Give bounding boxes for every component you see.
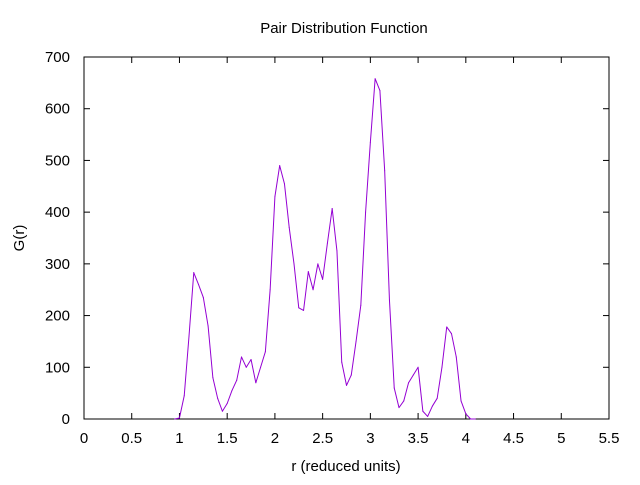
y-tick-label: 500	[45, 152, 70, 169]
data-point	[403, 400, 405, 402]
x-tick-label: 1.5	[217, 430, 238, 447]
data-point	[221, 410, 223, 412]
data-point	[422, 410, 424, 412]
y-tick-label: 100	[45, 359, 70, 376]
data-point	[303, 309, 305, 311]
data-point	[360, 304, 362, 306]
data-point	[427, 415, 429, 417]
data-point	[341, 361, 343, 363]
data-point	[431, 405, 433, 407]
y-tick-label: 700	[45, 49, 70, 66]
data-point	[393, 387, 395, 389]
data-point	[369, 141, 371, 143]
data-point	[470, 418, 472, 420]
data-point	[298, 307, 300, 309]
y-axis: 0 100 200 300 400 500 600 700	[45, 49, 609, 428]
data-point	[255, 382, 257, 384]
x-tick-label: 5	[557, 430, 565, 447]
data-point	[183, 395, 185, 397]
data-point	[279, 165, 281, 167]
y-tick-label: 0	[62, 411, 70, 428]
x-tick-label: 3.5	[408, 430, 429, 447]
data-point	[474, 418, 476, 420]
x-tick-label: 0.5	[121, 430, 142, 447]
data-point	[374, 78, 376, 80]
chart-title: Pair Distribution Function	[260, 20, 428, 37]
x-tick-label: 2.5	[312, 430, 333, 447]
data-point	[231, 390, 233, 392]
data-point	[388, 299, 390, 301]
data-point	[384, 170, 386, 172]
series-layer	[174, 78, 476, 420]
data-point	[451, 333, 452, 335]
data-point	[336, 250, 338, 252]
data-point	[178, 417, 180, 419]
data-point	[455, 356, 457, 358]
x-tick-label: 2	[271, 430, 279, 447]
data-point	[212, 377, 214, 379]
data-point	[446, 326, 448, 328]
data-point	[288, 227, 290, 229]
y-tick-label: 600	[45, 101, 70, 118]
data-point	[245, 366, 247, 368]
data-point	[241, 356, 242, 358]
data-point	[465, 413, 467, 415]
data-point	[417, 366, 419, 368]
x-axis: 0 0.5 1 1.5 2 2.5 3 3.5 4 4.5 5 5.5	[80, 57, 620, 447]
y-axis-label: G(r)	[11, 225, 28, 252]
y-tick-label: 300	[45, 256, 70, 273]
x-tick-label: 4	[462, 430, 470, 447]
data-point	[260, 366, 262, 368]
data-point	[274, 196, 276, 198]
x-tick-label: 1	[175, 430, 183, 447]
y-tick-label: 200	[45, 308, 70, 325]
data-point	[350, 374, 352, 376]
data-point	[293, 263, 295, 265]
data-point	[202, 296, 204, 298]
series-line	[174, 78, 476, 420]
data-point	[217, 397, 219, 399]
data-point	[307, 271, 309, 273]
x-tick-label: 4.5	[503, 430, 524, 447]
data-point	[283, 183, 285, 185]
data-point	[188, 335, 190, 337]
x-tick-label: 3	[366, 430, 374, 447]
data-point	[436, 397, 438, 399]
x-tick-label: 5.5	[599, 430, 620, 447]
data-point	[250, 359, 252, 361]
data-point	[355, 340, 357, 342]
data-point	[269, 289, 271, 291]
data-point	[460, 400, 462, 402]
data-point	[207, 325, 209, 327]
data-point	[331, 208, 333, 210]
data-point	[398, 407, 400, 409]
data-point	[379, 90, 381, 92]
data-point	[174, 418, 176, 420]
y-tick-label: 400	[45, 204, 70, 221]
data-point	[408, 382, 410, 384]
data-point	[322, 278, 324, 280]
data-point	[326, 242, 328, 244]
data-point	[264, 351, 266, 353]
data-point	[412, 374, 414, 376]
data-point	[317, 263, 319, 265]
x-tick-label: 0	[80, 430, 88, 447]
data-point	[226, 402, 228, 404]
data-point	[441, 366, 443, 368]
data-point	[365, 211, 367, 213]
x-axis-label: r (reduced units)	[291, 458, 400, 475]
data-point	[312, 289, 314, 291]
data-point	[236, 379, 238, 381]
data-point	[346, 384, 347, 386]
data-point	[198, 284, 200, 286]
data-point	[193, 272, 195, 274]
plot-frame	[83, 56, 610, 420]
